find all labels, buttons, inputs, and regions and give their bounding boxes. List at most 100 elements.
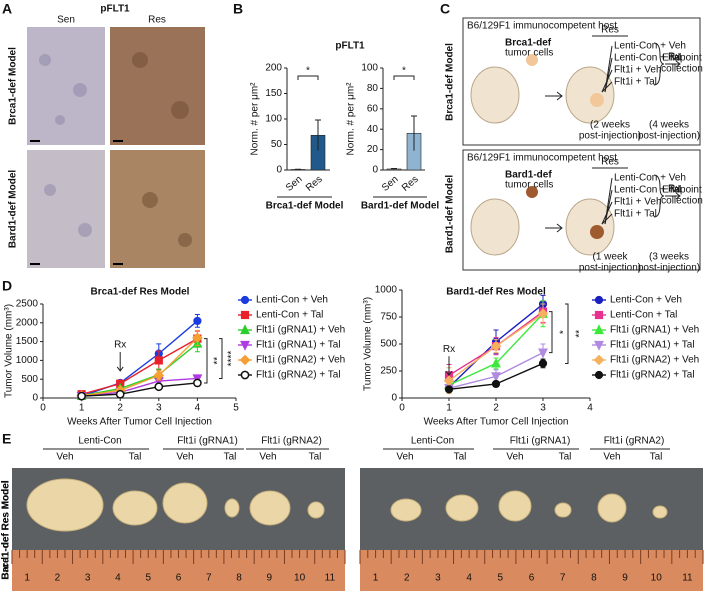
x-axis-label: Weeks After Tumor Cell Injection [67, 417, 212, 428]
y-tick-label: 0 [276, 165, 282, 176]
marker [192, 332, 203, 344]
arm-label: Flt1i + Veh [614, 65, 662, 76]
timepoint: (2 weeks [590, 120, 630, 131]
legend-label: Lenti-Con + Tal [610, 310, 677, 321]
marker [153, 370, 165, 381]
tumor-icon [590, 93, 604, 107]
cells-label: tumor cells [505, 180, 553, 191]
y-tick-label: 50 [271, 139, 283, 150]
panel-label: A [2, 1, 12, 17]
group-label: Flt1i (gRNA1) [177, 436, 238, 447]
timepoint: post-injection) [638, 131, 700, 142]
model-label: Bard1-def Model [445, 175, 456, 254]
mouse [470, 198, 520, 256]
panel-label: C [440, 1, 450, 17]
ruler-label: 9 [267, 573, 273, 584]
arm-label: Flt1i + Tal [614, 209, 657, 220]
x-tick-label: 4 [587, 403, 593, 414]
cells-label: Brca1-def [505, 38, 552, 49]
arrow [604, 57, 613, 93]
legend-label: Flt1i (gRNA2) + Tal [610, 370, 695, 381]
ruler-label: 6 [176, 573, 182, 584]
ruler-label: 2 [404, 573, 410, 584]
y-axis-label: Norm. # per μm² [346, 82, 357, 156]
cells-label: Bard1-def [505, 170, 552, 181]
x-axis-label: Weeks After Tumor Cell Injection [424, 417, 569, 428]
x-tick-label: 5 [233, 403, 239, 414]
group-label: Flt1i (gRNA2) [604, 436, 665, 447]
legend-marker [240, 310, 250, 320]
y-axis-label: Tumor Volume (mm³) [363, 297, 374, 391]
rx-label: Rx [668, 52, 680, 63]
series-line [81, 382, 198, 397]
arm-label: Tal [559, 452, 572, 463]
endpoint-label: Endpoint [662, 53, 702, 64]
ruler-label: 8 [591, 573, 597, 584]
legend-label: Lenti-Con + Tal [256, 310, 323, 321]
y-tick-label: 500 [21, 374, 38, 385]
tumor [224, 498, 240, 518]
y-tick-label: 0 [372, 165, 378, 176]
ruler-label: 4 [466, 573, 472, 584]
marker [115, 389, 125, 399]
error-bar [315, 119, 321, 151]
group-label: Res [601, 157, 619, 168]
y-tick-label: 500 [380, 339, 397, 350]
legend-marker [594, 340, 604, 351]
marker [490, 340, 502, 352]
timepoint: post-injection) [638, 263, 700, 274]
arm-label: Lenti-Con + Tal [614, 185, 681, 196]
tumor [652, 505, 668, 519]
tumor [162, 482, 208, 524]
micrograph-sen-bard1 [27, 150, 105, 268]
arm-label: Tal [454, 452, 467, 463]
tumor [445, 494, 479, 522]
ruler-label: 6 [529, 573, 535, 584]
timepoint: (4 weeks [649, 120, 689, 131]
tumor-icon [526, 186, 538, 198]
y-tick-label: 1000 [16, 355, 39, 366]
significance-bracket [549, 311, 553, 354]
x-tick-label: Res [304, 174, 325, 194]
significance: ** [575, 330, 586, 338]
arm-label: Flt1i + Veh [614, 197, 662, 208]
panel-label: E [2, 431, 11, 447]
x-tick-label: 1 [79, 403, 85, 414]
legend-label: Lenti-Con + Veh [610, 295, 682, 306]
error-bar [391, 167, 397, 170]
panel-label: B [233, 1, 243, 17]
x-tick-label: 3 [540, 403, 546, 414]
micrograph-res-bard1 [110, 150, 205, 268]
y-tick-label: 2000 [16, 317, 39, 328]
mouse [470, 66, 520, 124]
legend-marker [240, 324, 250, 335]
timepoint: post-injection) [579, 263, 641, 274]
arm-label: Veh [259, 452, 276, 463]
legend-marker [240, 340, 250, 351]
annotation: Rx [114, 340, 126, 351]
legend-marker [593, 354, 605, 366]
panel-label: D [2, 278, 12, 294]
significance: * [402, 66, 406, 77]
legend-label: Flt1i (gRNA2) + Veh [256, 355, 345, 366]
series-line [81, 337, 198, 395]
column-label: Sen [57, 15, 75, 26]
column-label: Res [148, 15, 166, 26]
x-tick-label: 1 [446, 403, 452, 414]
rx-label: Rx [668, 184, 680, 195]
significance: * [306, 66, 310, 77]
x-tick-label: 0 [399, 403, 405, 414]
arrow [665, 192, 681, 200]
x-tick-label: Sen [284, 174, 305, 194]
y-tick-label: 200 [265, 63, 282, 74]
arm-label: Tal [650, 452, 663, 463]
scale-bar [30, 140, 40, 142]
arrow [601, 213, 613, 225]
photo-label: Brca1-def Res Model [1, 480, 12, 579]
tumor [498, 490, 532, 522]
marker [154, 356, 163, 365]
row-label: Bard1-def Model [8, 170, 19, 249]
x-tick-label: 2 [117, 403, 123, 414]
scale-bar [30, 263, 40, 265]
ruler-label: 8 [236, 573, 242, 584]
